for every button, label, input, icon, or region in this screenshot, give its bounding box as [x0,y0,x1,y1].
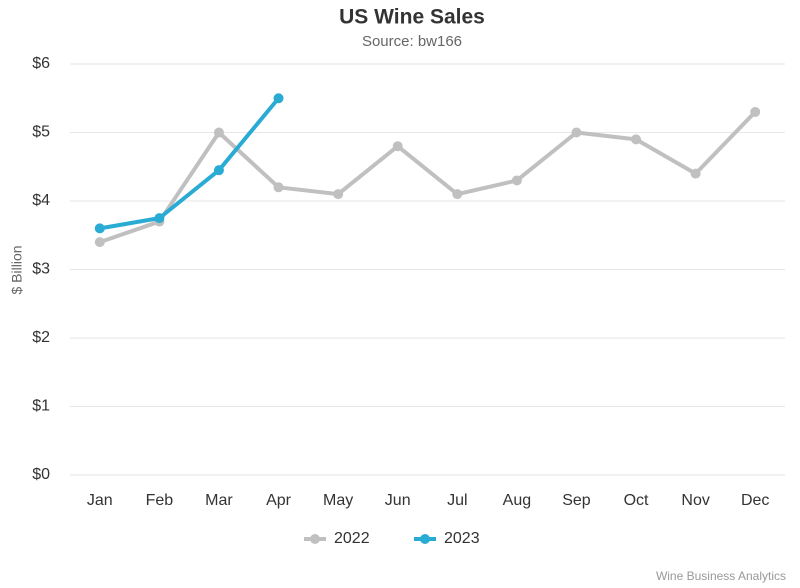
point [94,237,105,248]
point [273,93,284,104]
legend-label: 2023 [444,530,480,547]
x-tick-label: Jun [385,492,411,509]
x-tick-label: Dec [741,492,769,509]
point [154,213,165,224]
y-tick-label: $1 [32,398,50,415]
point [631,134,642,145]
legend-label: 2022 [334,530,370,547]
x-tick-label: Oct [624,492,649,509]
y-tick-label: $4 [32,192,50,209]
point [94,223,105,234]
point [213,127,224,138]
series-line [99,96,281,231]
x-tick-label: Apr [266,492,292,509]
y-tick-label: $0 [32,466,50,483]
legend-marker [310,534,320,544]
point [750,106,761,117]
point [213,165,224,176]
x-tick-label: Aug [503,492,531,509]
point [690,168,701,179]
point [452,189,463,200]
y-tick-label: $5 [32,124,50,141]
y-tick-label: $3 [32,261,50,278]
chart-subtitle: Source: bw166 [362,33,462,50]
x-tick-label: May [323,492,353,509]
credit: Wine Business Analytics [656,569,786,583]
y-tick-label: $2 [32,329,50,346]
y-axis-label: $ Billion [9,245,25,294]
point [273,182,284,193]
point [392,141,403,152]
x-tick-label: Jul [447,492,467,509]
legend-marker [420,534,430,544]
y-tick-label: $6 [32,55,50,72]
chart-title: US Wine Sales [339,6,485,29]
point [333,189,344,200]
x-tick-label: Jan [87,492,113,509]
point [571,127,582,138]
x-tick-label: Mar [205,492,233,509]
x-tick-label: Feb [146,492,174,509]
point [511,175,522,186]
x-tick-label: Sep [562,492,591,509]
series-line [99,110,757,244]
x-tick-label: Nov [681,492,709,509]
